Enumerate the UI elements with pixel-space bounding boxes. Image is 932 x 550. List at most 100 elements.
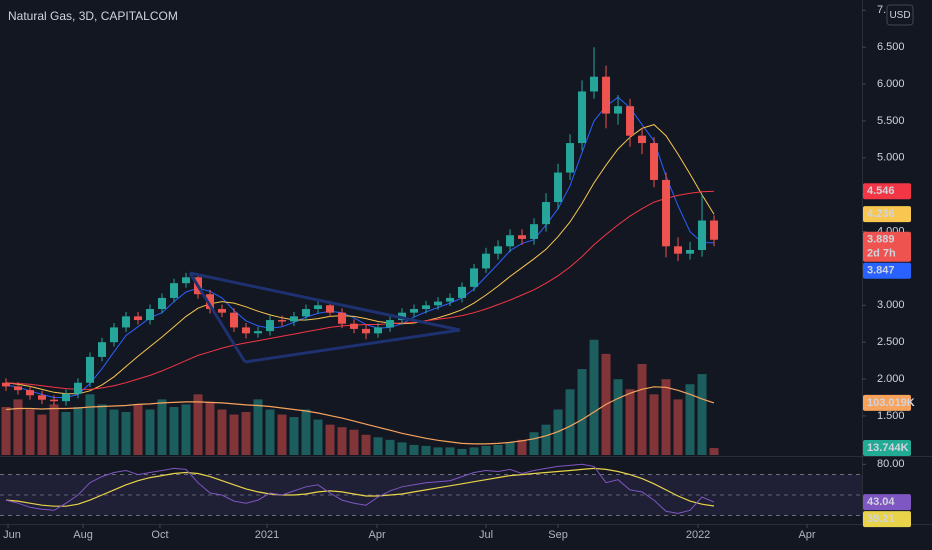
chart-title: Natural Gas, 3D, CAPITALCOM <box>8 9 178 23</box>
volume-bar <box>37 414 47 455</box>
volume-bar <box>97 404 107 455</box>
volume-bar <box>541 424 551 455</box>
x-tick-label: Apr <box>798 529 815 541</box>
y-tick-label: 1.500 <box>877 410 905 422</box>
candle-body <box>110 327 119 343</box>
price-label: 4.546 <box>867 185 895 197</box>
volume-bar <box>613 379 623 455</box>
volume-bar <box>265 409 275 455</box>
candle-body <box>314 305 323 309</box>
price-label-box <box>863 394 911 411</box>
y-tick-label: 2.500 <box>877 336 905 348</box>
candle-body <box>626 106 635 136</box>
candle-body <box>362 328 371 334</box>
candle-body <box>266 320 275 332</box>
volume-bar <box>397 442 407 455</box>
triangle-drawing <box>188 271 461 364</box>
candle-body <box>326 305 335 313</box>
candle-body <box>386 320 395 328</box>
candle-body <box>230 312 239 328</box>
candle-body <box>686 249 695 254</box>
candle-body <box>614 106 623 114</box>
volume-bar <box>481 445 491 455</box>
candle-body <box>254 331 263 334</box>
volume-bar <box>649 394 659 455</box>
price-label-box <box>863 440 911 457</box>
volume-bar <box>577 369 587 455</box>
candle-body <box>578 91 587 144</box>
rsi-tick-label: 80.00 <box>877 458 905 470</box>
volume-bar <box>301 409 311 455</box>
price-label: 3.847 <box>867 265 895 277</box>
volume-bar <box>289 417 299 455</box>
candle-body <box>14 386 23 391</box>
y-tick-label: 2.000 <box>877 373 905 385</box>
volume-bar <box>421 445 431 455</box>
candle-body <box>290 316 299 322</box>
candle-body <box>662 179 671 247</box>
candle-body <box>590 76 599 92</box>
candle-body <box>50 399 59 402</box>
trend-line <box>244 328 461 364</box>
y-tick-label: 5.500 <box>877 115 905 127</box>
price-label: 3.889 <box>867 234 895 246</box>
price-label-box <box>863 183 911 200</box>
volume-bar <box>361 434 371 455</box>
volume-bar <box>241 412 251 455</box>
candle-body <box>710 220 719 240</box>
y-tick-label: 6.500 <box>877 41 905 53</box>
rsi-band <box>0 474 862 516</box>
volume-ma-line <box>5 386 715 445</box>
volume-bar <box>337 427 347 455</box>
volume-bar <box>85 394 95 455</box>
candle-body <box>602 76 611 114</box>
candle-body <box>530 224 539 239</box>
candle-body <box>122 316 131 328</box>
volume-bar <box>13 399 23 455</box>
candle-body <box>302 308 311 317</box>
candle-body <box>410 308 419 313</box>
candle-body <box>38 395 47 400</box>
volume-bar <box>181 404 191 455</box>
volume-bar <box>253 399 263 455</box>
x-tick-label: Sep <box>548 529 568 541</box>
candle-body <box>134 316 143 321</box>
currency-label[interactable]: USD <box>889 10 910 21</box>
candle-body <box>206 294 215 309</box>
candle-body <box>446 297 455 302</box>
x-tick-label: 2022 <box>686 529 710 541</box>
candle-body <box>242 327 251 334</box>
rsi-line <box>5 463 715 514</box>
volume-bar <box>169 406 179 455</box>
y-tick-label: 6.000 <box>877 78 905 90</box>
candle-body <box>482 253 491 269</box>
volume-bar <box>373 437 383 455</box>
volume-bar <box>145 409 155 455</box>
y-tick-label: 3.000 <box>877 299 905 311</box>
volume-bar <box>313 419 323 455</box>
volume-bar <box>589 339 599 455</box>
moving-average <box>5 190 715 390</box>
x-tick-label: Jun <box>3 529 21 541</box>
candle-body <box>554 172 563 203</box>
candle-body <box>542 202 551 225</box>
currency-button[interactable] <box>886 4 914 26</box>
x-tick-label: Apr <box>368 529 385 541</box>
price-label: 2d 7h <box>867 248 896 260</box>
candle-body <box>494 246 503 254</box>
x-tick-label: 2021 <box>255 529 279 541</box>
price-label-box <box>863 511 911 528</box>
volume-bar <box>121 412 131 455</box>
volume-bar <box>517 439 527 455</box>
volume-bar <box>505 442 515 455</box>
volume-bar <box>565 389 575 455</box>
candle-body <box>470 268 479 287</box>
volume-bar <box>685 384 695 455</box>
rsi-pane <box>0 463 862 516</box>
y-tick-label: 5.000 <box>877 152 905 164</box>
volume-bar <box>73 406 83 455</box>
x-tick-label: Oct <box>151 529 168 541</box>
volume-bar <box>661 379 671 455</box>
price-label: 43.04 <box>867 496 895 508</box>
